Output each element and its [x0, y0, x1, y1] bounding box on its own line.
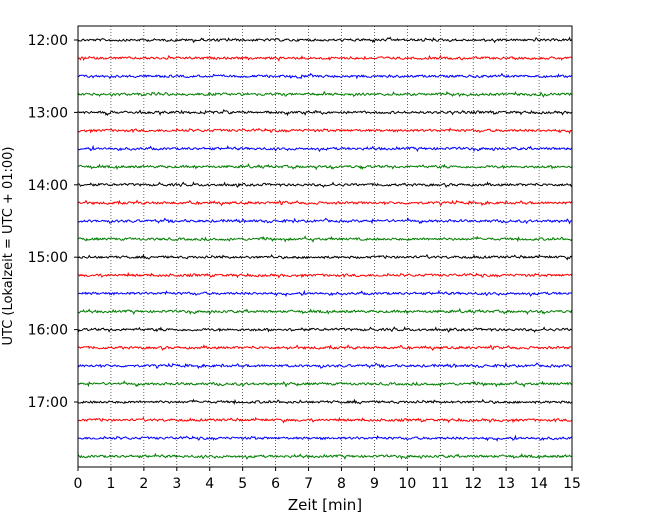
x-tick-label: 13 [497, 476, 515, 492]
seismic-trace [77, 253, 573, 261]
seismic-trace [77, 72, 573, 80]
x-axis: 0 1 2 3 4 5 6 7 8 9 10 11 12 13 14 15 [74, 467, 581, 492]
seismic-trace [77, 416, 573, 424]
seismic-trace [77, 36, 573, 44]
seismic-trace [77, 199, 573, 207]
seismic-trace [77, 398, 573, 406]
seismic-trace [77, 109, 573, 117]
seismic-trace [77, 307, 573, 316]
seismic-trace [77, 235, 573, 243]
x-tick-label: 11 [431, 476, 449, 492]
y-tick-label: 15:00 [28, 250, 68, 266]
seismic-trace [77, 326, 573, 333]
seismic-trace [78, 144, 573, 153]
x-tick-label: 4 [205, 476, 214, 492]
seismic-trace [77, 362, 573, 370]
seismic-trace [77, 434, 573, 442]
seismic-trace [77, 162, 573, 171]
seismic-trace [77, 271, 573, 279]
x-tick-label: 10 [398, 476, 416, 492]
seismic-trace [77, 181, 573, 189]
x-tick-label: 1 [106, 476, 115, 492]
seismic-trace [77, 452, 573, 460]
seismic-trace [77, 380, 573, 388]
seismic-trace [77, 344, 573, 352]
x-axis-label: Zeit [min] [288, 496, 362, 514]
seismic-trace [77, 90, 573, 98]
x-tick-label: 3 [172, 476, 181, 492]
seismic-traces [77, 36, 573, 460]
y-tick-label: 12:00 [28, 33, 68, 49]
x-tick-label: 2 [139, 476, 148, 492]
plot-frame [77, 25, 573, 468]
y-tick-label: 16:00 [28, 323, 68, 339]
y-tick-label: 13:00 [28, 105, 68, 121]
y-tick-label: 17:00 [28, 395, 68, 411]
x-tick-label: 8 [337, 476, 346, 492]
x-tick-label: 0 [74, 476, 83, 492]
plot-background [78, 26, 572, 467]
seismic-trace [77, 127, 573, 135]
seismic-trace [77, 289, 573, 298]
x-tick-label: 14 [530, 476, 548, 492]
x-tick-label: 7 [304, 476, 313, 492]
x-tick-label: 6 [271, 476, 280, 492]
x-tick-label: 9 [370, 476, 379, 492]
x-tick-label: 15 [563, 476, 581, 492]
seismic-trace [77, 54, 573, 62]
y-axis: 12:00 13:00 14:00 15:00 16:00 17:00 [28, 33, 78, 411]
x-tick-label: 5 [238, 476, 247, 492]
y-tick-label: 14:00 [28, 178, 68, 194]
x-tick-label: 12 [464, 476, 482, 492]
seismic-trace [77, 217, 573, 225]
y-axis-label: UTC (Lokalzeit = UTC + 01:00) [1, 147, 16, 346]
